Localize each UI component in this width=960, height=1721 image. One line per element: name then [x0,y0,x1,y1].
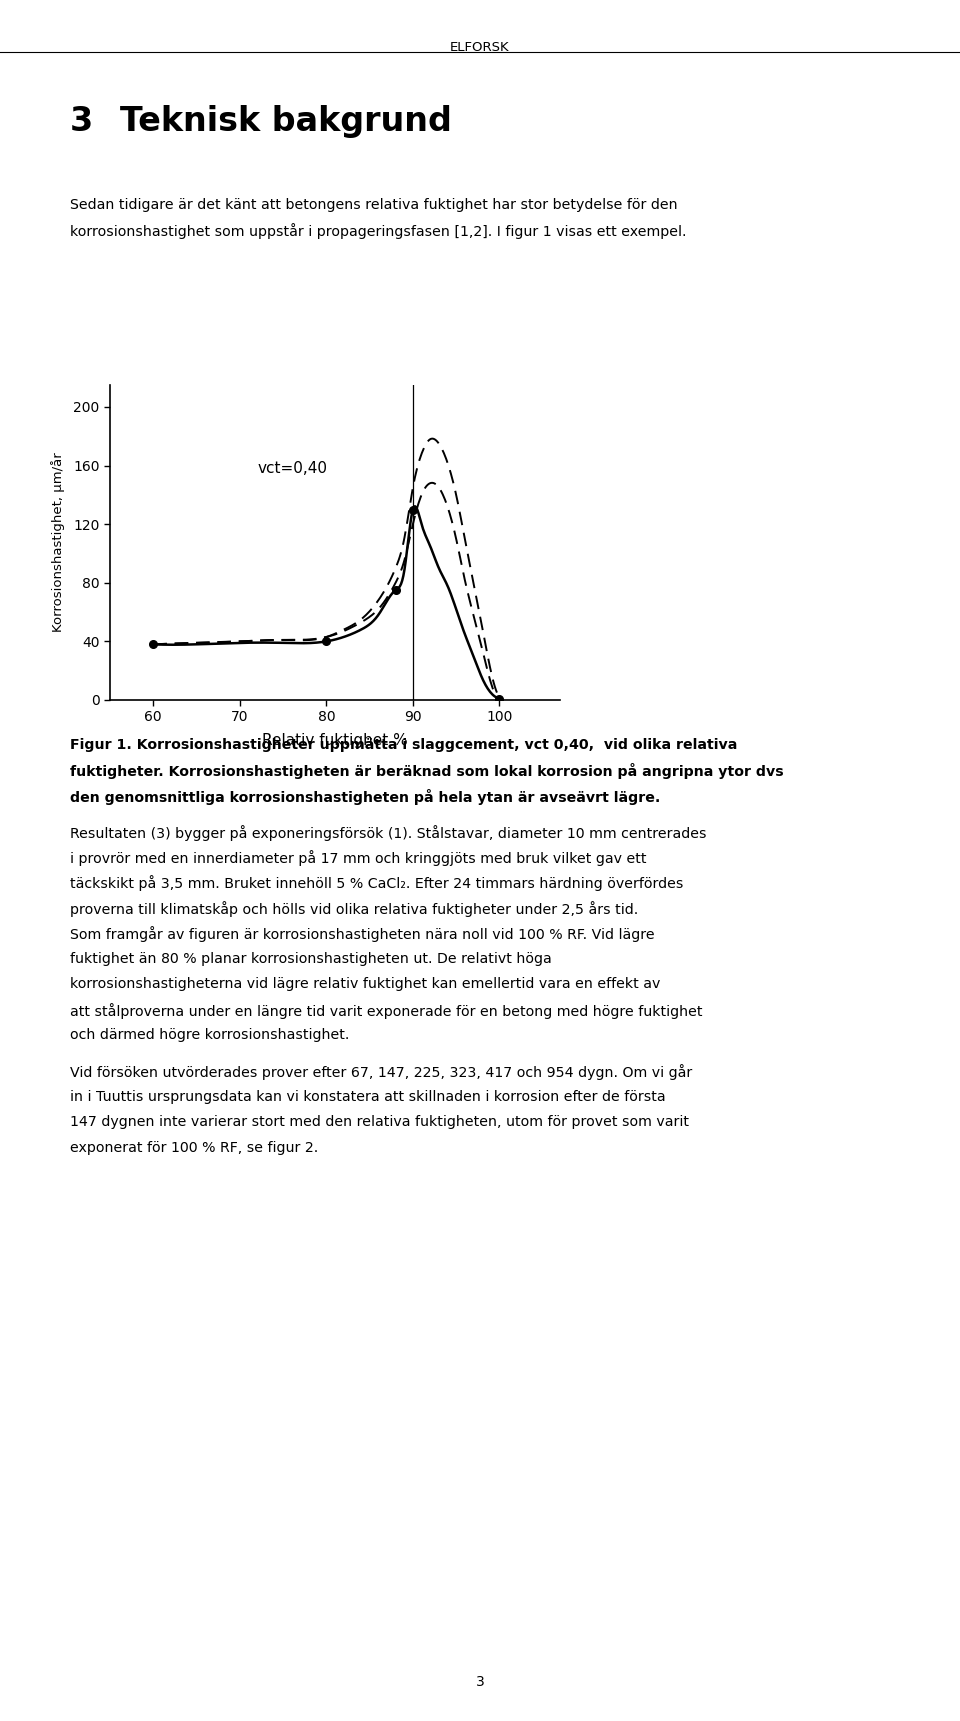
Text: exponerat för 100 % RF, se figur 2.: exponerat för 100 % RF, se figur 2. [70,1141,319,1155]
Text: den genomsnittliga korrosionshastigheten på hela ytan är avseävrt lägre.: den genomsnittliga korrosionshastigheten… [70,788,660,805]
Text: fuktigheter. Korrosionshastigheten är beräknad som lokal korrosion på angripna y: fuktigheter. Korrosionshastigheten är be… [70,764,783,780]
Text: proverna till klimatskåp och hölls vid olika relativa fuktigheter under 2,5 års : proverna till klimatskåp och hölls vid o… [70,902,638,917]
Text: Sedan tidigare är det känt att betongens relativa fuktighet har stor betydelse f: Sedan tidigare är det känt att betongens… [70,198,678,212]
Text: Som framgår av figuren är korrosionshastigheten nära noll vid 100 % RF. Vid lägr: Som framgår av figuren är korrosionshast… [70,926,655,943]
Text: korrosionshastighet som uppstår i propageringsfasen [1,2]. I figur 1 visas ett e: korrosionshastighet som uppstår i propag… [70,224,686,239]
Text: 3: 3 [475,1675,485,1690]
Text: 3: 3 [70,105,93,138]
Y-axis label: Korrosionshastighet, μm/år: Korrosionshastighet, μm/år [51,453,64,632]
Text: in i Tuuttis ursprungsdata kan vi konstatera att skillnaden i korrosion efter de: in i Tuuttis ursprungsdata kan vi konsta… [70,1089,665,1103]
Text: att stålproverna under en längre tid varit exponerade för en betong med högre fu: att stålproverna under en längre tid var… [70,1003,703,1019]
Text: Vid försöken utvörderades prover efter 67, 147, 225, 323, 417 och 954 dygn. Om v: Vid försöken utvörderades prover efter 6… [70,1064,692,1081]
Text: Figur 1. Korrosionshastigheter uppmätta i slaggcement, vct 0,40,  vid olika rela: Figur 1. Korrosionshastigheter uppmätta … [70,738,737,752]
Text: Teknisk bakgrund: Teknisk bakgrund [120,105,452,138]
Text: och därmed högre korrosionshastighet.: och därmed högre korrosionshastighet. [70,1029,349,1043]
Text: fuktighet än 80 % planar korrosionshastigheten ut. De relativt höga: fuktighet än 80 % planar korrosionshasti… [70,952,552,965]
Text: 147 dygnen inte varierar stort med den relativa fuktigheten, utom för provet som: 147 dygnen inte varierar stort med den r… [70,1115,689,1129]
Text: ELFORSK: ELFORSK [450,41,510,55]
Text: Resultaten (3) bygger på exponeringsförsök (1). Stålstavar, diameter 10 mm centr: Resultaten (3) bygger på exponeringsförs… [70,824,707,840]
Text: täckskikt på 3,5 mm. Bruket innehöll 5 % CaCl₂. Efter 24 timmars härdning överfö: täckskikt på 3,5 mm. Bruket innehöll 5 %… [70,876,684,891]
X-axis label: Relativ fuktighet %: Relativ fuktighet % [262,733,408,747]
Text: korrosionshastigheterna vid lägre relativ fuktighet kan emellertid vara en effek: korrosionshastigheterna vid lägre relati… [70,978,660,991]
Text: vct=0,40: vct=0,40 [257,461,327,477]
Text: i provrör med en innerdiameter på 17 mm och kringgjöts med bruk vilket gav ett: i provrör med en innerdiameter på 17 mm … [70,850,647,866]
